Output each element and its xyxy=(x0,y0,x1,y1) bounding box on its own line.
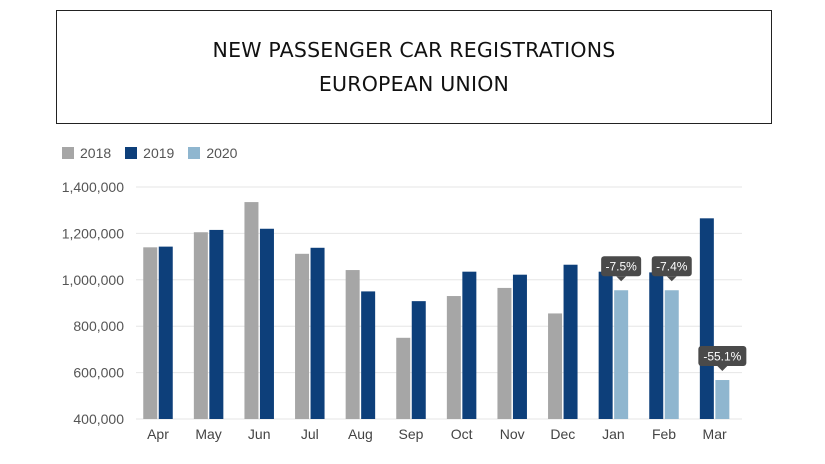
bar-2019-nov xyxy=(512,274,527,419)
bar-2019-jul xyxy=(310,247,325,419)
annotation-callout xyxy=(651,256,692,277)
y-tick-label: 1,200,000 xyxy=(62,225,124,241)
chart-legend: 2018 2019 2020 xyxy=(62,145,237,161)
bar-2019-apr xyxy=(158,246,173,419)
legend-item-2020: 2020 xyxy=(188,145,237,161)
x-tick-label: Apr xyxy=(147,426,169,442)
x-tick-label: Feb xyxy=(652,426,676,442)
bar-2018-jun xyxy=(244,202,259,419)
bar-2018-apr xyxy=(143,247,158,419)
bar-2018-dec xyxy=(548,313,563,419)
x-tick-label: May xyxy=(195,426,221,442)
y-tick-label: 400,000 xyxy=(73,411,124,427)
annotation-label: -7.4% xyxy=(656,260,688,274)
legend-item-2019: 2019 xyxy=(125,145,174,161)
x-tick-label: Jan xyxy=(602,426,625,442)
bar-2019-oct xyxy=(462,271,477,419)
annotation-pointer xyxy=(666,276,677,282)
bar-2019-jan xyxy=(598,271,613,419)
bar-2020-mar xyxy=(715,380,730,419)
legend-swatch-2020 xyxy=(188,147,201,159)
annotation-callout xyxy=(601,256,642,277)
annotation-callout xyxy=(698,346,747,367)
bar-2018-nov xyxy=(497,287,512,419)
y-tick-label: 600,000 xyxy=(73,365,124,381)
bar-2019-jun xyxy=(259,228,274,419)
legend-label-2020: 2020 xyxy=(206,145,238,161)
bar-2018-may xyxy=(193,232,208,419)
bar-2019-may xyxy=(209,229,224,419)
bar-2020-feb xyxy=(664,290,679,419)
legend-swatch-2019 xyxy=(125,147,138,159)
y-tick-label: 1,000,000 xyxy=(62,272,124,288)
bar-2019-mar xyxy=(699,218,714,419)
bar-2019-sep xyxy=(411,301,426,419)
x-tick-label: Aug xyxy=(348,426,373,442)
y-tick-label: 800,000 xyxy=(73,318,124,334)
x-tick-label: Sep xyxy=(399,426,424,442)
legend-label-2019: 2019 xyxy=(143,145,175,161)
bar-2020-jan xyxy=(614,290,629,419)
legend-label-2018: 2018 xyxy=(80,145,112,161)
bar-2018-aug xyxy=(345,270,360,419)
x-tick-label: Nov xyxy=(500,426,525,442)
chart-title-line-1: NEW PASSENGER CAR REGISTRATIONS xyxy=(212,38,616,62)
bar-2018-oct xyxy=(446,296,461,419)
bar-2019-aug xyxy=(361,291,376,419)
x-tick-label: Jul xyxy=(301,426,319,442)
bar-2019-feb xyxy=(649,272,664,419)
annotation-pointer xyxy=(616,276,627,282)
chart-title-box: NEW PASSENGER CAR REGISTRATIONS EUROPEAN… xyxy=(56,10,772,124)
x-tick-label: Jun xyxy=(248,426,271,442)
legend-item-2018: 2018 xyxy=(62,145,111,161)
bar-2018-jul xyxy=(295,253,310,419)
x-tick-label: Oct xyxy=(451,426,473,442)
y-tick-label: 1,400,000 xyxy=(62,179,124,195)
bar-2019-dec xyxy=(563,264,578,419)
annotation-label: -55.1% xyxy=(703,350,741,364)
chart-title-line-2: EUROPEAN UNION xyxy=(318,72,510,96)
annotation-pointer xyxy=(717,366,728,372)
annotation-label: -7.5% xyxy=(605,260,637,274)
legend-swatch-2018 xyxy=(62,147,74,159)
x-tick-label: Mar xyxy=(703,426,727,442)
x-tick-label: Dec xyxy=(550,426,575,442)
bar-2018-sep xyxy=(396,337,411,419)
